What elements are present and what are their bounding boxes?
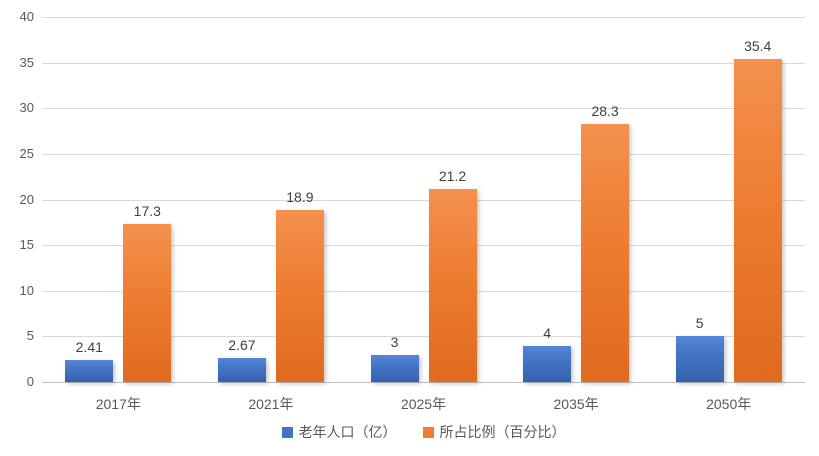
data-label: 3 — [390, 333, 399, 350]
bar-series2-2021年 — [275, 209, 324, 382]
y-axis-tick-label: 25 — [19, 145, 34, 161]
legend-label: 所占比例（百分比） — [439, 424, 566, 440]
data-label: 5 — [695, 315, 704, 332]
data-label: 35.4 — [744, 37, 772, 54]
data-label: 2.41 — [75, 339, 103, 355]
y-axis-tick-label: 35 — [19, 54, 34, 70]
y-axis-tick-label: 15 — [19, 237, 34, 253]
bar-series1-2017年 — [65, 360, 114, 382]
bar-series1-2050年 — [675, 336, 724, 382]
legend-item-series2: 所占比例（百分比） — [422, 424, 566, 440]
gridline — [42, 199, 805, 201]
x-axis-category-label: 2050年 — [706, 396, 752, 412]
legend-swatch-icon — [422, 426, 434, 438]
gridline — [42, 290, 805, 292]
gridline — [42, 108, 805, 110]
x-axis-category-label: 2035年 — [553, 396, 599, 412]
bar-series1-2021年 — [217, 357, 266, 382]
bar-series1-2025年 — [370, 354, 419, 382]
legend: 老年人口（亿） 所占比例（百分比） — [42, 424, 805, 440]
data-label: 2.67 — [228, 336, 256, 353]
gridline — [42, 17, 805, 18]
legend-label: 老年人口（亿） — [298, 424, 397, 440]
y-axis-tick-label: 30 — [19, 100, 34, 116]
gridline — [42, 62, 805, 64]
gridline — [42, 245, 805, 247]
y-axis-tick-label: 20 — [19, 191, 34, 207]
x-axis-category-label: 2017年 — [95, 396, 141, 412]
bar-series2-2017年 — [123, 224, 172, 382]
bar-series1-2035年 — [523, 345, 572, 382]
data-label: 17.3 — [133, 203, 161, 220]
x-axis-category-label: 2025年 — [400, 396, 447, 412]
y-axis-tick-label: 10 — [19, 282, 34, 298]
y-axis-tick-label: 40 — [19, 9, 34, 24]
data-label: 18.9 — [286, 188, 314, 205]
y-axis-tick-label: 5 — [26, 328, 34, 344]
bar-series2-2025年 — [428, 188, 477, 382]
x-axis-line — [42, 382, 805, 383]
bar-series2-2050年 — [733, 58, 782, 382]
y-axis-tick-label: 0 — [26, 374, 34, 389]
legend-item-series1: 老年人口（亿） — [281, 424, 397, 440]
gridline — [42, 336, 805, 338]
bar-series2-2035年 — [581, 123, 630, 382]
legend-swatch-icon — [281, 426, 293, 438]
data-label: 28.3 — [591, 102, 619, 119]
gridline — [42, 153, 805, 155]
x-axis-category-label: 2021年 — [248, 396, 294, 412]
data-label: 21.2 — [438, 167, 467, 184]
data-label: 4 — [543, 324, 551, 341]
